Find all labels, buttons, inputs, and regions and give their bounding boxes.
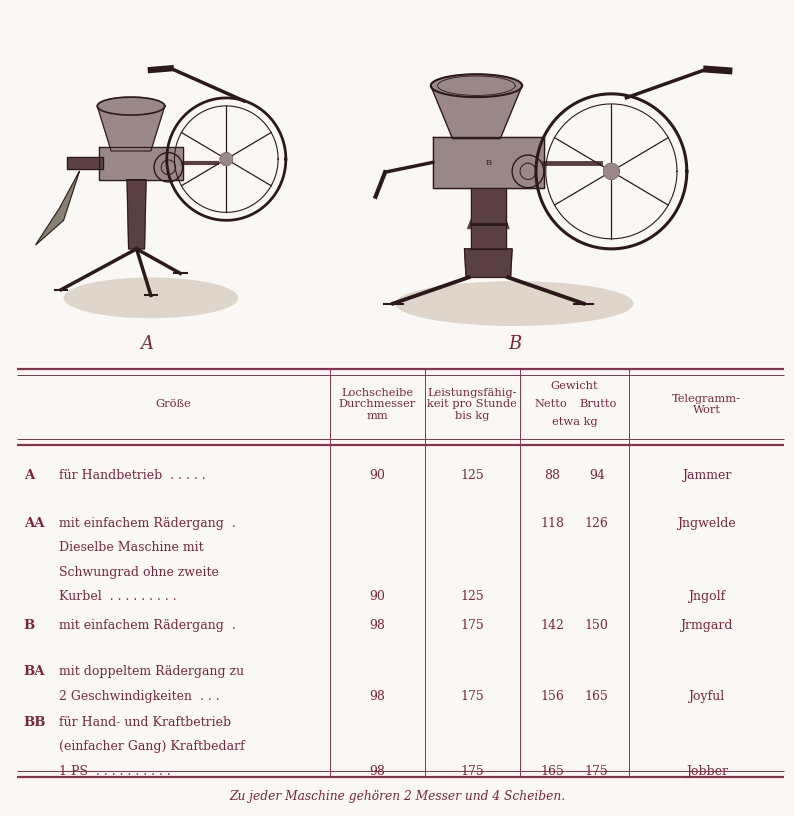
Text: B: B — [485, 159, 491, 167]
Text: Zu jeder Maschine gehören 2 Messer und 4 Scheiben.: Zu jeder Maschine gehören 2 Messer und 4… — [229, 790, 565, 803]
Text: BA: BA — [24, 665, 45, 678]
Polygon shape — [97, 106, 165, 151]
Text: 175: 175 — [461, 765, 484, 778]
Polygon shape — [430, 86, 522, 139]
Text: AA: AA — [24, 517, 44, 530]
Text: 150: 150 — [584, 619, 609, 632]
Text: Leistungsfähig-
keit pro Stunde
bis kg: Leistungsfähig- keit pro Stunde bis kg — [427, 388, 518, 421]
Text: 126: 126 — [584, 517, 609, 530]
Text: Joyful: Joyful — [688, 690, 725, 703]
Text: mit einfachem Rädergang  .: mit einfachem Rädergang . — [59, 517, 236, 530]
Text: 142: 142 — [540, 619, 565, 632]
Text: 156: 156 — [540, 690, 565, 703]
Text: 2 Geschwindigkeiten  . . .: 2 Geschwindigkeiten . . . — [59, 690, 219, 703]
Text: 98: 98 — [369, 765, 385, 778]
Text: A: A — [141, 335, 153, 353]
Text: Netto: Netto — [534, 399, 567, 410]
Text: Jngolf: Jngolf — [688, 590, 725, 603]
Text: B: B — [24, 619, 35, 632]
Text: Kurbel  . . . . . . . . .: Kurbel . . . . . . . . . — [59, 590, 176, 603]
Text: 175: 175 — [461, 690, 484, 703]
Text: Schwungrad ohne zweite: Schwungrad ohne zweite — [59, 565, 218, 579]
Polygon shape — [604, 164, 619, 179]
Text: Jammer: Jammer — [682, 469, 731, 482]
Polygon shape — [98, 97, 165, 115]
Text: 98: 98 — [369, 619, 385, 632]
Polygon shape — [36, 171, 79, 245]
Polygon shape — [433, 137, 544, 188]
Text: (einfacher Gang) Kraftbedarf: (einfacher Gang) Kraftbedarf — [59, 740, 245, 753]
Text: Lochscheibe
Durchmesser
mm: Lochscheibe Durchmesser mm — [338, 388, 416, 421]
Text: 125: 125 — [461, 469, 484, 482]
Polygon shape — [67, 157, 103, 169]
Polygon shape — [464, 249, 512, 277]
Text: 1 PS  . . . . . . . . . .: 1 PS . . . . . . . . . . — [59, 765, 171, 778]
Polygon shape — [99, 147, 183, 180]
Polygon shape — [471, 188, 506, 249]
Text: 98: 98 — [369, 690, 385, 703]
Text: 90: 90 — [369, 590, 385, 603]
Text: 175: 175 — [461, 619, 484, 632]
Text: 88: 88 — [544, 469, 561, 482]
Text: 125: 125 — [461, 590, 484, 603]
Text: 165: 165 — [584, 690, 609, 703]
Text: Größe: Größe — [156, 399, 191, 410]
Text: 165: 165 — [540, 765, 565, 778]
Text: Dieselbe Maschine mit: Dieselbe Maschine mit — [59, 541, 203, 554]
Text: für Hand- und Kraftbetrieb: für Hand- und Kraftbetrieb — [59, 716, 231, 729]
Text: für Handbetrieb  . . . . .: für Handbetrieb . . . . . — [59, 469, 206, 482]
Polygon shape — [221, 153, 232, 165]
Text: B: B — [508, 335, 521, 353]
Text: 175: 175 — [585, 765, 608, 778]
Text: Jobber: Jobber — [685, 765, 728, 778]
Text: Brutto: Brutto — [580, 399, 617, 410]
Text: Gewicht: Gewicht — [551, 381, 598, 392]
Text: Jrmgard: Jrmgard — [680, 619, 733, 632]
Ellipse shape — [64, 277, 238, 318]
Polygon shape — [468, 220, 509, 228]
Text: A: A — [24, 469, 34, 482]
Text: 94: 94 — [589, 469, 604, 482]
Text: Telegramm-
Wort: Telegramm- Wort — [673, 393, 741, 415]
Text: mit doppeltem Rädergang zu: mit doppeltem Rädergang zu — [59, 665, 244, 678]
Ellipse shape — [395, 281, 634, 326]
Text: etwa kg: etwa kg — [552, 417, 597, 428]
Text: 90: 90 — [369, 469, 385, 482]
Text: Jngwelde: Jngwelde — [677, 517, 736, 530]
Text: mit einfachem Rädergang  .: mit einfachem Rädergang . — [59, 619, 236, 632]
Polygon shape — [431, 74, 522, 97]
Text: 118: 118 — [540, 517, 565, 530]
Text: BB: BB — [24, 716, 46, 729]
Polygon shape — [127, 180, 146, 249]
